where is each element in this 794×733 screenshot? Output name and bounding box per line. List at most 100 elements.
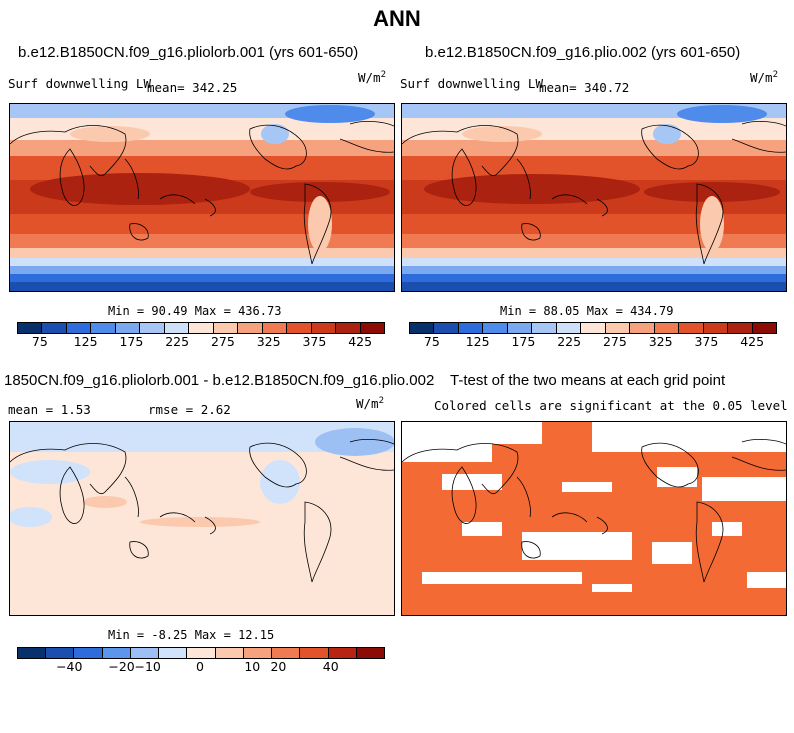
colorbar-swatch: [287, 323, 312, 333]
colorbar-swatch: [605, 323, 631, 333]
colorbar-swatch: [703, 323, 729, 333]
colorbar-tick-label: 425: [348, 334, 373, 349]
panel4-map: [401, 421, 787, 616]
colorbar-tick-label: −20: [108, 659, 135, 674]
panel3-units-base: W/m: [356, 396, 379, 412]
panel3-coastlines: [10, 438, 394, 583]
panel3-min-label: Min =: [108, 628, 145, 642]
colorbar-tick-label: 40: [322, 659, 339, 674]
panel3-case-title: 1850CN.f09_g16.pliolorb.001 - b.e12.B185…: [4, 372, 435, 389]
colorbar-tick-label: 125: [73, 334, 98, 349]
colorbar-swatch: [654, 323, 680, 333]
panel4-map-svg: [402, 422, 786, 615]
colorbar-swatch: [215, 648, 244, 658]
colorbar-swatch: [91, 323, 116, 333]
panel3-mean-value: 1.53: [60, 402, 91, 417]
panel2-map: [401, 103, 787, 292]
panel1-colorbar: [17, 322, 385, 334]
colorbar-swatch: [728, 323, 753, 333]
colorbar-tick-label: 75: [423, 334, 440, 349]
colorbar-swatch: [458, 323, 484, 333]
colorbar-tick-label: 125: [465, 334, 490, 349]
colorbar-tick-label: 375: [302, 334, 327, 349]
panel3-map-svg: [10, 422, 394, 615]
panel1-minmax: Min = 90.49 Max = 436.73: [108, 304, 281, 318]
panel3-rmse-label: rmse =: [148, 402, 194, 417]
colorbar-swatch: [18, 323, 43, 333]
panel4-insignificant-cells: [402, 422, 786, 592]
panel2-mean: mean= 340.72: [539, 80, 629, 95]
panel3-max-value: 12.15: [238, 628, 275, 642]
colorbar-tick-label: 75: [31, 334, 48, 349]
panel1-units: W/m2: [358, 70, 386, 85]
panel3-colorbar: [17, 647, 385, 659]
colorbar-swatch: [238, 323, 263, 333]
colorbar-tick-label: 325: [648, 334, 673, 349]
colorbar-swatch: [311, 323, 337, 333]
panel3-field: [10, 422, 394, 615]
colorbar-swatch: [410, 323, 435, 333]
panel3-mean: mean = 1.53: [8, 402, 91, 417]
colorbar-swatch: [243, 648, 273, 658]
panel1-mean-value: 342.25: [192, 80, 238, 95]
colorbar-swatch: [46, 648, 75, 658]
colorbar-swatch: [328, 648, 357, 658]
panel2-max-label: Max =: [586, 304, 623, 318]
colorbar-swatch: [42, 323, 67, 333]
colorbar-swatch: [630, 323, 655, 333]
panel1-coastlines: [10, 120, 394, 265]
colorbar-tick-label: 375: [694, 334, 719, 349]
panel1-map: [9, 103, 395, 292]
panel3-minmax: Min = -8.25 Max = 12.15: [108, 628, 274, 642]
colorbar-swatch: [159, 648, 188, 658]
panel3-rmse-value: 2.62: [200, 402, 231, 417]
panel2-units-base: W/m: [750, 70, 773, 86]
panel3-max-label: Max =: [194, 628, 231, 642]
panel2-colorbar: [409, 322, 777, 334]
colorbar-swatch: [164, 323, 190, 333]
colorbar-swatch: [66, 323, 92, 333]
panel2-variable: Surf downwelling LW: [400, 76, 543, 91]
colorbar-tick-label: 225: [557, 334, 582, 349]
panel4-title: T-test of the two means at each grid poi…: [450, 372, 726, 389]
colorbar-tick-label: −10: [134, 659, 161, 674]
colorbar-swatch: [556, 323, 582, 333]
panel2-mean-value: 340.72: [584, 80, 630, 95]
panel1-mean-label: mean=: [147, 80, 185, 95]
panel3-min-value: -8.25: [151, 628, 188, 642]
colorbar-swatch: [532, 323, 557, 333]
panel1-min-label: Min =: [108, 304, 145, 318]
colorbar-tick-label: 275: [602, 334, 627, 349]
panel2-case-title: b.e12.B1850CN.f09_g16.plio.002 (yrs 601-…: [425, 44, 741, 61]
panel1-case-title: b.e12.B1850CN.f09_g16.pliolorb.001 (yrs …: [18, 44, 359, 61]
panel2-coastlines: [402, 120, 786, 265]
panel3-map: [9, 421, 395, 616]
panel3-rmse: rmse = 2.62: [148, 402, 231, 417]
panel1-map-svg: [10, 104, 394, 291]
panel2-map-svg: [402, 104, 786, 291]
colorbar-tick-label: 20: [270, 659, 287, 674]
panel1-min-value: 90.49: [151, 304, 188, 318]
panel1-units-exp: 2: [380, 70, 386, 80]
panel2-units-exp: 2: [772, 70, 778, 80]
panel1-mean: mean= 342.25: [147, 80, 237, 95]
panel4-coastlines: [402, 438, 786, 583]
colorbar-tick-label: 175: [119, 334, 144, 349]
panel2-mean-label: mean=: [539, 80, 577, 95]
panel4-field: [402, 422, 786, 615]
colorbar-swatch: [483, 323, 508, 333]
colorbar-tick-label: 0: [196, 659, 204, 674]
panel3-units: W/m2: [356, 396, 384, 411]
colorbar-swatch: [679, 323, 704, 333]
colorbar-swatch: [360, 323, 385, 333]
panel1-field: [10, 104, 394, 291]
colorbar-swatch: [130, 648, 160, 658]
colorbar-swatch: [102, 648, 131, 658]
panel3-mean-label: mean =: [8, 402, 54, 417]
panel2-min-value: 88.05: [543, 304, 580, 318]
panel3-units-exp: 2: [378, 396, 384, 406]
panel1-max-label: Max =: [194, 304, 231, 318]
colorbar-swatch: [189, 323, 214, 333]
colorbar-tick-label: 325: [256, 334, 281, 349]
panel2-colorbar-ticks: 75 125 175 225 275 325 375 425: [409, 334, 775, 352]
